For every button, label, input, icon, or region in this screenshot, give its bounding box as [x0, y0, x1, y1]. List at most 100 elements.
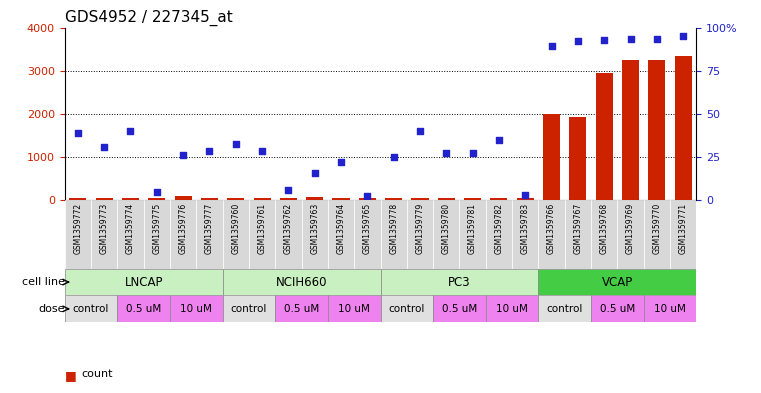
Text: VCAP: VCAP	[602, 275, 633, 288]
Bar	[65, 200, 91, 269]
Bar	[275, 296, 328, 322]
Bar	[670, 200, 696, 269]
Bar	[490, 198, 508, 200]
Bar	[644, 200, 670, 269]
Bar	[539, 296, 591, 322]
Text: dose: dose	[38, 304, 65, 314]
Text: GSM1359773: GSM1359773	[100, 203, 109, 254]
Point	[98, 144, 110, 150]
Bar	[385, 198, 403, 200]
Bar	[433, 296, 486, 322]
Text: GSM1359768: GSM1359768	[600, 203, 609, 254]
Point	[177, 152, 189, 158]
Point	[124, 128, 136, 134]
Text: GSM1359766: GSM1359766	[547, 203, 556, 254]
Bar	[438, 198, 455, 200]
Bar	[486, 296, 539, 322]
Text: 10 uM: 10 uM	[654, 304, 686, 314]
Text: GSM1359774: GSM1359774	[126, 203, 135, 254]
Bar	[249, 200, 275, 269]
Text: cell line: cell line	[21, 277, 65, 287]
Bar	[543, 114, 560, 200]
Text: 0.5 uM: 0.5 uM	[284, 304, 319, 314]
Text: GSM1359782: GSM1359782	[495, 203, 504, 254]
Text: LNCAP: LNCAP	[124, 275, 163, 288]
Point	[203, 148, 215, 154]
Text: GSM1359783: GSM1359783	[521, 203, 530, 254]
Bar	[223, 296, 275, 322]
Bar	[433, 200, 460, 269]
Bar	[223, 269, 380, 296]
Text: GSM1359781: GSM1359781	[468, 203, 477, 254]
Bar	[170, 296, 223, 322]
Text: GSM1359770: GSM1359770	[652, 203, 661, 254]
Bar	[464, 198, 481, 200]
Bar	[65, 269, 223, 296]
Point	[387, 154, 400, 160]
Text: GSM1359776: GSM1359776	[179, 203, 188, 254]
Text: GSM1359777: GSM1359777	[205, 203, 214, 254]
Point	[361, 193, 374, 200]
Bar	[117, 200, 144, 269]
Bar	[539, 269, 696, 296]
Bar	[117, 296, 170, 322]
Point	[493, 137, 505, 143]
Bar	[301, 200, 328, 269]
Bar	[228, 198, 244, 200]
Bar	[328, 200, 354, 269]
Bar	[460, 200, 486, 269]
Bar	[486, 200, 512, 269]
Text: GSM1359778: GSM1359778	[389, 203, 398, 254]
Text: NCIH660: NCIH660	[275, 275, 327, 288]
Bar	[591, 200, 617, 269]
Text: count: count	[81, 369, 113, 379]
Point	[598, 37, 610, 44]
Bar	[622, 60, 639, 200]
Text: GSM1359775: GSM1359775	[152, 203, 161, 254]
Bar	[333, 198, 349, 200]
Point	[72, 130, 84, 136]
Bar	[148, 198, 165, 200]
Bar	[69, 198, 87, 200]
Text: GSM1359763: GSM1359763	[310, 203, 319, 254]
Text: 10 uM: 10 uM	[338, 304, 370, 314]
Text: GSM1359772: GSM1359772	[73, 203, 82, 254]
Point	[414, 128, 426, 134]
Text: 0.5 uM: 0.5 uM	[442, 304, 477, 314]
Bar	[253, 198, 271, 200]
Text: PC3: PC3	[448, 275, 471, 288]
Text: GSM1359762: GSM1359762	[284, 203, 293, 254]
Point	[651, 35, 663, 42]
Bar	[412, 198, 428, 200]
Text: GSM1359765: GSM1359765	[363, 203, 372, 254]
Text: 10 uM: 10 uM	[496, 304, 528, 314]
Point	[546, 42, 558, 49]
Bar	[174, 196, 192, 200]
Text: GSM1359767: GSM1359767	[573, 203, 582, 254]
Bar	[354, 200, 380, 269]
Bar	[380, 269, 539, 296]
Point	[519, 192, 531, 198]
Bar	[306, 197, 323, 200]
Bar	[280, 198, 297, 200]
Text: control: control	[73, 304, 109, 314]
Bar	[380, 296, 433, 322]
Text: GSM1359761: GSM1359761	[257, 203, 266, 254]
Point	[230, 141, 242, 147]
Bar	[122, 198, 139, 200]
Bar	[644, 296, 696, 322]
Bar	[358, 198, 376, 200]
Text: GSM1359764: GSM1359764	[336, 203, 345, 254]
Bar	[275, 200, 301, 269]
Bar	[223, 200, 249, 269]
Bar	[91, 200, 117, 269]
Text: 0.5 uM: 0.5 uM	[600, 304, 635, 314]
Bar	[196, 200, 222, 269]
Text: control: control	[231, 304, 267, 314]
Bar	[407, 200, 433, 269]
Point	[151, 188, 163, 195]
Bar	[569, 117, 587, 200]
Text: 0.5 uM: 0.5 uM	[126, 304, 161, 314]
Bar	[648, 60, 665, 200]
Text: 10 uM: 10 uM	[180, 304, 212, 314]
